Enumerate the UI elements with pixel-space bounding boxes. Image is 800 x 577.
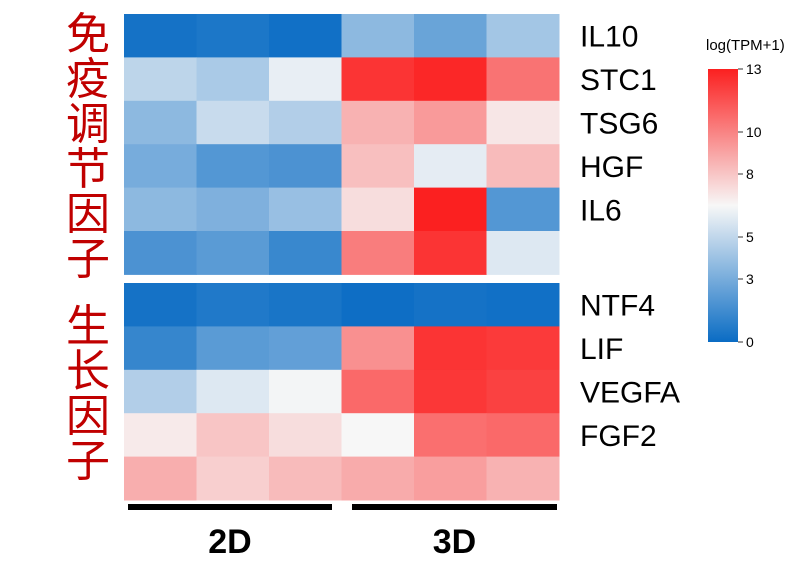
heatmap-cell: [196, 144, 270, 189]
heatmap-cell: [196, 283, 270, 327]
heatmap-cell: [269, 187, 342, 232]
colorbar-title: log(TPM+1): [706, 37, 785, 54]
heatmap-cell: [124, 57, 197, 102]
heatmap-cell: [341, 144, 415, 189]
heatmap-cell: [486, 144, 560, 189]
heatmap-cell: [269, 14, 342, 58]
heatmap-cell: [414, 283, 487, 327]
heatmap-cell: [414, 456, 487, 501]
heatmap-cell: [341, 283, 415, 327]
heatmap-cell: [269, 100, 342, 145]
heatmap-cell: [269, 283, 342, 327]
heatmap-cell: [269, 456, 342, 501]
heatmap-cell: [341, 413, 415, 458]
heatmap-cell: [486, 187, 560, 232]
heatmap-cell: [196, 100, 270, 145]
condition-label: 2D: [208, 523, 251, 561]
heatmap-cell: [124, 231, 197, 275]
heatmap-cell: [124, 283, 197, 327]
colorbar-tick-label: 10: [746, 124, 762, 140]
heatmap-cell: [341, 187, 415, 232]
heatmap-cell: [196, 231, 270, 275]
immune-factor-group-label: 免疫调节因子: [66, 9, 110, 285]
heatmap-cell: [341, 456, 415, 501]
heatmap-cell: [414, 231, 487, 275]
heatmap-cell: [124, 369, 197, 414]
row-label: FGF2: [580, 420, 657, 453]
heatmap-cell: [269, 369, 342, 414]
heatmap-cell: [341, 14, 415, 58]
heatmap-cell: [196, 57, 270, 102]
heatmap-cell: [341, 57, 415, 102]
heatmap-cell: [196, 326, 270, 371]
colorbar-tick-label: 3: [746, 271, 754, 287]
row-label: HGF: [580, 151, 643, 184]
heatmap-cell: [414, 187, 487, 232]
row-label: STC1: [580, 64, 657, 97]
heatmap-cell: [196, 456, 270, 501]
heatmap-cell: [124, 326, 197, 371]
colorbar-tick-label: 0: [746, 334, 754, 350]
heatmap-cell: [486, 57, 560, 102]
colorbar-tick-label: 8: [746, 166, 754, 182]
row-label: NTF4: [580, 290, 655, 323]
heatmap-cell: [124, 100, 197, 145]
row-label: TSG6: [580, 108, 658, 141]
heatmap-cell: [124, 144, 197, 189]
heatmap-cell: [486, 100, 560, 145]
heatmap-cell: [414, 413, 487, 458]
heatmap-cell: [124, 14, 197, 58]
row-label: IL6: [580, 194, 622, 227]
condition-label: 3D: [433, 523, 476, 561]
heatmap-cell: [486, 413, 560, 458]
heatmap-cell: [341, 369, 415, 414]
colorbar-tick-label: 13: [746, 61, 762, 77]
heatmap-cell: [341, 326, 415, 371]
heatmap-cell: [341, 100, 415, 145]
heatmap-cell: [269, 231, 342, 275]
heatmap-cell: [486, 456, 560, 501]
heatmap-cell: [269, 144, 342, 189]
row-label: LIF: [580, 333, 623, 366]
heatmap-cell: [486, 14, 560, 58]
heatmap-cell: [124, 456, 197, 501]
heatmap-cell: [341, 231, 415, 275]
heatmap-cell: [486, 326, 560, 371]
condition-bars: 2D 3D: [128, 504, 557, 561]
heatmap-cell: [196, 14, 270, 58]
heatmap-cell: [414, 144, 487, 189]
heatmap-cell: [486, 231, 560, 275]
heatmap-cell: [269, 57, 342, 102]
heatmap-cell: [486, 369, 560, 414]
heatmap-cell: [414, 326, 487, 371]
heatmap-cell: [196, 187, 270, 232]
heatmap-cell: [269, 326, 342, 371]
heatmap-cell: [414, 369, 487, 414]
heatmap-cell: [486, 283, 560, 327]
heatmap-cell: [414, 14, 487, 58]
heatmap-cell: [196, 369, 270, 414]
heatmap-cell: [414, 100, 487, 145]
heatmap-cell: [269, 413, 342, 458]
row-label: VEGFA: [580, 377, 680, 410]
heatmap-cell: [196, 413, 270, 458]
colorbar: log(TPM+1) 0 3 5 8 10 13: [706, 37, 785, 350]
heatmap-cell: [414, 57, 487, 102]
colorbar-gradient: [708, 69, 738, 342]
row-labels: IL10 STC1 TSG6 HGF IL6 NTF4 LIF VEGFA FGF2: [580, 21, 680, 453]
colorbar-tick-label: 5: [746, 229, 754, 245]
growth-factor-group-label: 生长因子: [66, 301, 110, 487]
heatmap-cell: [124, 413, 197, 458]
heatmap-cell: [124, 187, 197, 232]
heatmap-cells: [124, 14, 560, 501]
row-label: IL10: [580, 21, 638, 54]
